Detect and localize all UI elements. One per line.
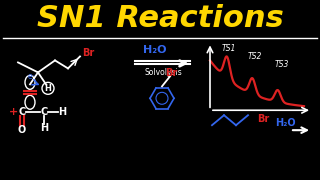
Text: Br: Br bbox=[82, 48, 94, 58]
Text: Solvolysis: Solvolysis bbox=[144, 68, 182, 77]
Text: TS2: TS2 bbox=[248, 52, 262, 61]
Text: TS1: TS1 bbox=[221, 44, 236, 53]
Text: H: H bbox=[58, 107, 66, 117]
Text: O: O bbox=[18, 125, 26, 135]
Text: H: H bbox=[40, 123, 48, 133]
Text: H₂O: H₂O bbox=[275, 118, 295, 128]
Text: +: + bbox=[9, 107, 19, 117]
Text: C: C bbox=[40, 107, 48, 117]
Text: H₂O: H₂O bbox=[143, 46, 167, 55]
Text: Br: Br bbox=[165, 68, 177, 78]
Text: C: C bbox=[18, 107, 26, 117]
Text: TS3: TS3 bbox=[274, 60, 289, 69]
Text: e⁻: e⁻ bbox=[28, 72, 36, 81]
Text: SN1 Reactions: SN1 Reactions bbox=[36, 4, 284, 33]
Text: Br: Br bbox=[257, 114, 269, 124]
Text: H: H bbox=[44, 84, 52, 93]
